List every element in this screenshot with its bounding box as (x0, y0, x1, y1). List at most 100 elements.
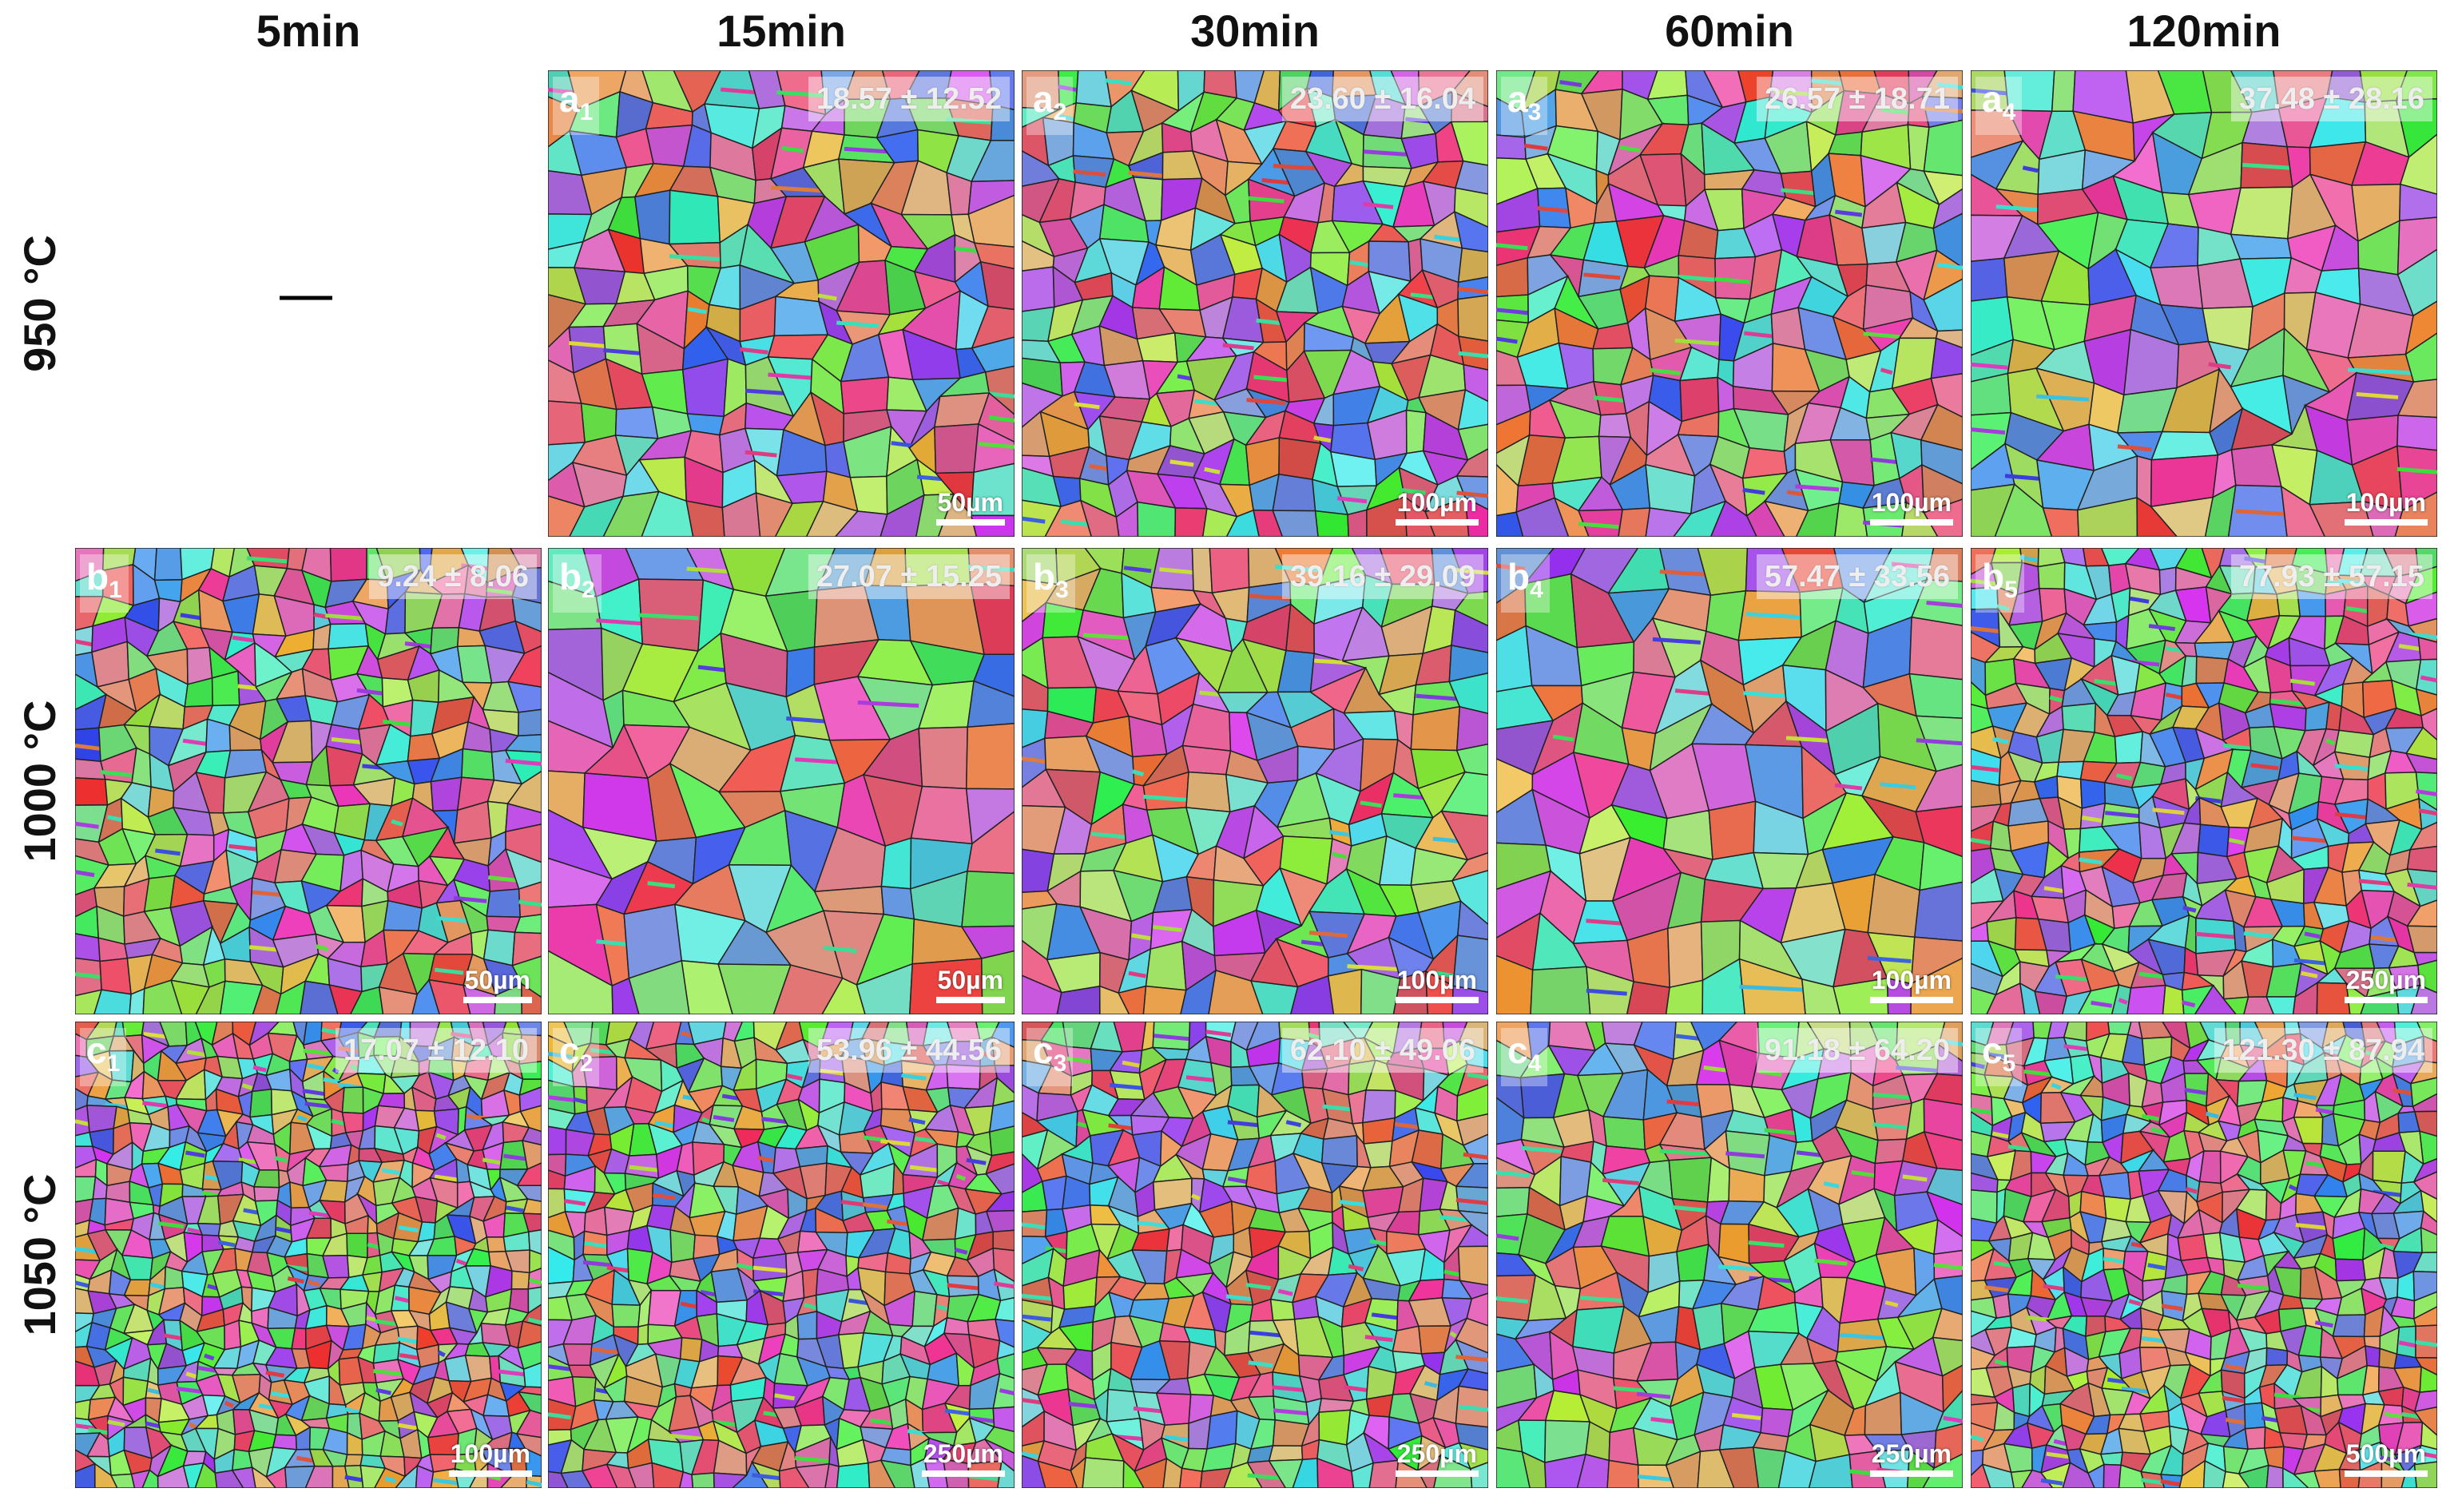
twin (1067, 1402, 1101, 1410)
grain (1920, 403, 1963, 451)
twin (325, 613, 366, 621)
twin (2141, 1113, 2160, 1121)
panel-letter: c (559, 1030, 580, 1071)
grain (1246, 1460, 1287, 1488)
twin (1785, 736, 1836, 744)
grain (2399, 183, 2437, 222)
twin (246, 556, 288, 564)
grain (1606, 1459, 1639, 1488)
grain (954, 1207, 977, 1240)
grain (506, 770, 542, 814)
twin (1277, 1288, 1293, 1296)
grain (2222, 996, 2250, 1014)
grain (224, 1320, 242, 1351)
twin (1336, 496, 1368, 504)
twin (1971, 362, 2008, 370)
twin (2043, 1284, 2065, 1292)
grain (1496, 256, 1529, 298)
twin (397, 1423, 419, 1431)
twin (1074, 402, 1100, 410)
grain (971, 462, 1015, 517)
twin (1285, 1120, 1302, 1128)
grain (1451, 609, 1488, 653)
grain (1941, 1364, 1963, 1414)
grain (1268, 1445, 1304, 1462)
grain (1022, 1454, 1046, 1488)
grain (153, 548, 183, 581)
twin (391, 819, 403, 827)
grain (813, 885, 885, 915)
grain (1777, 1450, 1817, 1488)
grain (911, 1290, 938, 1327)
grain (2280, 485, 2326, 537)
twin (1971, 837, 1991, 845)
grain (1450, 121, 1488, 166)
grain (992, 1229, 1015, 1252)
scale-bar: 250µm (921, 1439, 1005, 1477)
grain (995, 1296, 1015, 1323)
ebsd-map (1971, 70, 2437, 537)
micrograph-panel: a1 18.57 ± 12.52 50µm (548, 70, 1015, 537)
grain (2399, 133, 2437, 195)
grain (569, 495, 625, 537)
panel-letter: b (1507, 556, 1531, 597)
grain (2197, 823, 2230, 858)
twin (1926, 601, 1963, 609)
twin (529, 1277, 542, 1285)
twin (88, 1427, 109, 1435)
panel-letter: c (86, 1030, 107, 1071)
grain (1362, 1117, 1396, 1145)
grain (915, 494, 955, 537)
grain (1440, 771, 1488, 817)
twin (1272, 1385, 1307, 1393)
scale-bar: 100µm (1869, 488, 1953, 526)
ebsd-map (548, 548, 1015, 1014)
twin (1456, 490, 1488, 498)
scale-bar: 50µm (935, 488, 1005, 526)
twin (1896, 1065, 1938, 1073)
twin (1227, 1120, 1260, 1128)
grain (637, 1323, 649, 1346)
grain (1459, 1280, 1488, 1300)
twin (770, 185, 825, 193)
twin (304, 1101, 332, 1109)
twin (820, 1068, 845, 1076)
twin (1394, 1121, 1420, 1129)
twin (721, 87, 760, 95)
scale-bar: 50µm (935, 966, 1005, 1003)
grain (461, 748, 495, 781)
twin (548, 1412, 571, 1420)
grain (2420, 708, 2437, 741)
twin (2055, 974, 2091, 982)
grain (1923, 1097, 1963, 1141)
grain (1456, 1063, 1488, 1097)
twin (1153, 925, 1183, 933)
grain (880, 1459, 915, 1488)
grain (504, 733, 542, 753)
twin (1971, 578, 1998, 586)
twin (908, 1117, 926, 1125)
twin (2130, 596, 2150, 604)
grain (2204, 484, 2237, 537)
grain (1142, 985, 1187, 1014)
panel-label: b1 (80, 554, 129, 613)
twin (1275, 565, 1319, 573)
twin (1863, 331, 1900, 339)
grain (805, 500, 860, 537)
ebsd-map (1022, 70, 1488, 537)
twin (1650, 367, 1681, 375)
grain (251, 1466, 277, 1488)
grain (252, 984, 282, 1014)
scale-bar: 250µm (2344, 966, 2428, 1003)
grain (2136, 496, 2178, 537)
grain (1925, 548, 1963, 582)
twin (2334, 764, 2369, 772)
grain (1185, 771, 1231, 813)
twin (2370, 935, 2399, 943)
twin (1455, 1197, 1488, 1205)
twin (1089, 463, 1110, 471)
panel-letter: b (86, 556, 109, 597)
panel-subscript: 3 (1527, 99, 1542, 125)
twin (1840, 1332, 1887, 1340)
grain (1457, 388, 1488, 431)
